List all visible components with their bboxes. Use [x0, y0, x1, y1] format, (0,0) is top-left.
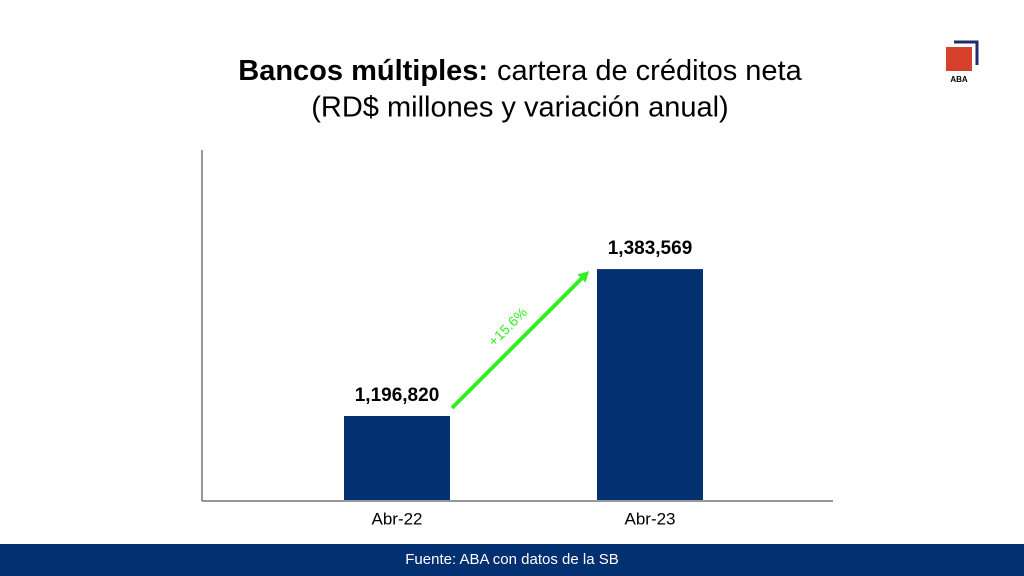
chart-subtitle: (RD$ millones y variación anual) — [311, 92, 728, 124]
x-tick-label: Abr-23 — [624, 509, 675, 528]
chart-title: Bancos múltiples: cartera de créditos net… — [238, 55, 802, 87]
title-bold: Bancos múltiples: — [238, 55, 488, 87]
logo-square — [946, 47, 972, 71]
title-rest: cartera de créditos neta — [497, 55, 803, 87]
bar — [597, 269, 703, 500]
bar — [344, 415, 450, 500]
arrow-head — [577, 271, 589, 283]
growth-arrow — [450, 273, 587, 410]
source-note: Fuente: ABA con datos de la SB — [405, 551, 618, 568]
logo-corner — [954, 40, 979, 65]
x-tick-label: Abr-22 — [371, 509, 422, 528]
value-label: 1,196,820 — [355, 385, 440, 406]
footer-bar — [0, 544, 1024, 576]
logo-text: ABA — [950, 75, 968, 84]
logo: ABA — [946, 40, 979, 84]
value-label: 1,383,569 — [608, 238, 693, 259]
